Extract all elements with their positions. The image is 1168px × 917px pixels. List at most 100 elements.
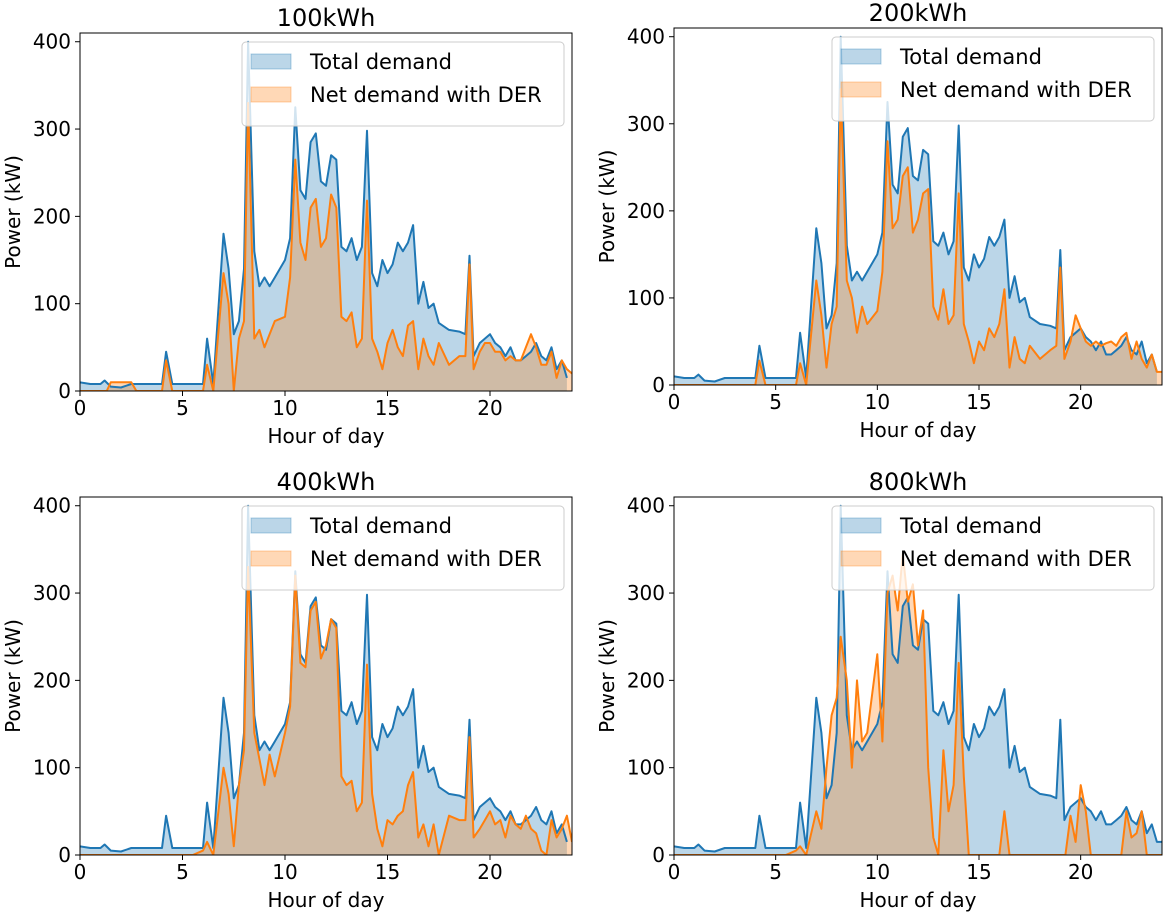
y-tick-label: 0	[58, 843, 71, 867]
net-legend-swatch	[250, 86, 292, 103]
y-tick-label: 0	[652, 843, 665, 867]
plot-area	[80, 504, 572, 855]
plot-area	[674, 35, 1162, 385]
total-legend-label: Total demand	[899, 514, 1042, 538]
plot-frame	[79, 32, 573, 392]
x-tick-label: 15	[966, 860, 991, 884]
total-legend-swatch	[250, 517, 292, 534]
plot-area	[80, 40, 572, 391]
y-tick-label: 300	[627, 581, 665, 605]
total-demand-area	[674, 36, 1157, 385]
x-tick-label: 20	[1068, 860, 1093, 884]
legend-box	[831, 36, 1155, 122]
plot-frame	[673, 496, 1163, 856]
x-axis-label: Hour of day	[860, 888, 977, 912]
x-tick-label: 5	[176, 396, 189, 420]
y-tick-label: 0	[58, 379, 71, 403]
x-tick-label: 10	[272, 860, 297, 884]
x-axis-label: Hour of day	[268, 888, 385, 912]
x-tick-label: 5	[769, 860, 782, 884]
y-tick-label: 200	[627, 199, 665, 223]
y-tick-label: 300	[33, 117, 71, 141]
chart-title: 800kWh	[869, 468, 968, 496]
net-demand-line	[80, 565, 572, 855]
net-legend-label: Net demand with DER	[310, 547, 542, 571]
x-tick-label: 5	[769, 390, 782, 414]
y-tick-label: 200	[627, 668, 665, 692]
net-legend-swatch	[840, 550, 882, 567]
net-demand-area	[80, 102, 572, 391]
y-tick-label: 300	[33, 581, 71, 605]
plot-frame	[79, 496, 573, 856]
x-tick-label: 10	[865, 390, 890, 414]
y-tick-label: 0	[652, 373, 665, 397]
legend-box	[241, 41, 565, 127]
x-axis-label: Hour of day	[860, 418, 977, 442]
total-legend-label: Total demand	[899, 45, 1042, 69]
legend: Total demand Net demand with DER	[241, 505, 565, 591]
x-tick-label: 0	[74, 860, 87, 884]
total-demand-area	[80, 505, 567, 855]
total-demand-line	[674, 35, 1158, 383]
chart-title: 200kWh	[869, 0, 968, 27]
x-tick-label: 5	[176, 860, 189, 884]
y-axis-label: Power (kW)	[595, 150, 619, 264]
y-axis-label: Power (kW)	[1, 619, 25, 733]
x-tick-label: 10	[272, 396, 297, 420]
legend: Total demand Net demand with DER	[241, 41, 565, 127]
plot-area	[674, 504, 1162, 855]
net-legend-label: Net demand with DER	[900, 78, 1132, 102]
net-legend-swatch	[250, 550, 292, 567]
chart-title: 100kWh	[277, 4, 376, 32]
total-demand-line	[80, 40, 568, 389]
net-legend-label: Net demand with DER	[310, 83, 542, 107]
chart-title: 400kWh	[277, 468, 376, 496]
x-tick-label: 0	[74, 396, 87, 420]
x-axis-label: Hour of day	[268, 424, 385, 448]
net-demand-area	[674, 553, 1162, 855]
legend-box	[241, 505, 565, 591]
x-tick-label: 0	[668, 860, 681, 884]
y-tick-label: 300	[627, 112, 665, 136]
x-tick-label: 15	[375, 396, 400, 420]
net-legend-label: Net demand with DER	[900, 547, 1132, 571]
total-legend-label: Total demand	[309, 50, 452, 74]
x-tick-label: 0	[668, 390, 681, 414]
total-legend-swatch	[840, 517, 882, 534]
y-axis-label: Power (kW)	[1, 155, 25, 269]
y-tick-label: 100	[627, 286, 665, 310]
y-tick-label: 400	[627, 494, 665, 518]
legend: Total demand Net demand with DER	[831, 505, 1155, 591]
y-tick-label: 400	[33, 494, 71, 518]
y-tick-label: 400	[33, 30, 71, 54]
net-demand-line	[80, 101, 572, 391]
total-demand-line	[674, 504, 1162, 853]
y-tick-label: 400	[627, 25, 665, 49]
net-demand-line	[674, 552, 1162, 855]
total-legend-swatch	[840, 48, 882, 65]
x-tick-label: 20	[477, 396, 502, 420]
plot-frame	[673, 27, 1163, 386]
x-tick-label: 15	[375, 860, 400, 884]
x-tick-label: 15	[966, 390, 991, 414]
y-tick-label: 100	[33, 292, 71, 316]
total-demand-area	[80, 41, 567, 391]
total-legend-label: Total demand	[309, 514, 452, 538]
net-demand-area	[80, 566, 572, 855]
x-tick-label: 20	[477, 860, 502, 884]
y-tick-label: 100	[33, 756, 71, 780]
legend: Total demand Net demand with DER	[831, 36, 1155, 122]
legend-box	[831, 505, 1155, 591]
net-demand-area	[674, 89, 1162, 385]
x-tick-label: 10	[865, 860, 890, 884]
y-tick-label: 100	[627, 756, 665, 780]
y-tick-label: 200	[33, 668, 71, 692]
x-tick-label: 20	[1068, 390, 1093, 414]
total-demand-line	[80, 504, 568, 853]
total-demand-area	[674, 505, 1162, 855]
total-legend-swatch	[250, 53, 292, 70]
